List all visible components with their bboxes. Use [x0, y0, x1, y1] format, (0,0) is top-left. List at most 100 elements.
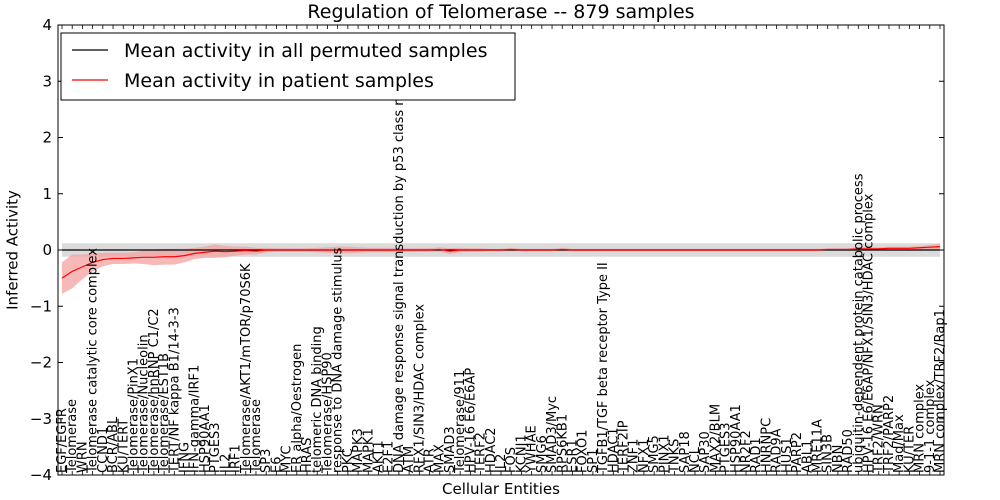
entity-label: MRE11A	[810, 419, 825, 473]
entity-label: PTGES3	[208, 422, 223, 473]
entity-label: MAX	[433, 444, 448, 473]
entity-label: NFX1	[637, 439, 652, 473]
entity-label: HRAS	[300, 438, 315, 473]
entity-label: HDAC2	[484, 427, 499, 473]
entity-label: SMG5	[647, 435, 662, 473]
y-axis-label: Inferred Activity	[3, 190, 21, 310]
entity-label: CCND1	[96, 427, 111, 473]
entity-label: RPS6KB1	[555, 414, 570, 473]
entity-label: Telomerase/PinX1	[126, 358, 141, 474]
entity-label: E6	[269, 457, 284, 474]
entity-label: HPV-16 E6/E6AP/NFX1/SIN3/HDAC complex	[862, 193, 877, 473]
entity-label: TGFB1/TGF beta receptor Type II	[596, 262, 611, 474]
entity-label: TRF2/PARP2	[882, 395, 897, 474]
entity-label: telomeric DNA binding	[310, 326, 325, 473]
y-tick-label: 4	[42, 16, 52, 34]
entity-label: HUS1	[780, 437, 795, 473]
entity-label: ATM	[402, 446, 417, 473]
entity-label: SIN3B	[821, 434, 836, 473]
entity-label: MRN complex	[913, 383, 928, 473]
entity-label: BCR/ABL	[106, 416, 121, 473]
entity-label: MAPK3	[351, 428, 366, 473]
entity-label: MAX2/BLM	[708, 404, 723, 473]
y-tick-label: 0	[42, 241, 52, 259]
entity-label: IL2	[494, 454, 509, 473]
entity-label: ESR1	[565, 439, 580, 473]
entity-label: Telomerase	[65, 399, 80, 474]
entity-label: EGF/EGFR	[55, 408, 70, 473]
entity-label: SP3	[259, 449, 274, 473]
entity-label: TERT/NF kappa B1/14-3-3	[167, 307, 182, 474]
entity-label: HDAC1	[606, 427, 621, 473]
entity-label: 9-1-1 complex	[923, 379, 938, 473]
entity-label: Telomerase/911	[453, 370, 468, 474]
plot-frame	[57, 24, 945, 476]
y-tick-label: −4	[30, 466, 52, 484]
entity-label: PINX1	[657, 434, 672, 473]
x-ticks	[61, 25, 941, 475]
entity-label: WRN	[75, 441, 90, 473]
y-tick-label: −1	[30, 297, 52, 315]
entity-label: AKT1	[371, 440, 386, 473]
entity-label: TNKS	[668, 439, 683, 474]
legend-box	[60, 32, 516, 101]
entity-label: MRN complex/TRF2/Rap1	[933, 309, 948, 473]
legend-label-patient: Mean activity in patient samples	[124, 70, 434, 92]
y-tick-label: 1	[42, 185, 52, 203]
entity-label: RAD1	[749, 437, 764, 473]
x-axis-label: Cellular Entities	[442, 480, 560, 498]
entity-label: E2F1	[382, 441, 397, 473]
entity-label: NCL	[688, 446, 703, 473]
entity-label: YWHAE	[525, 425, 540, 474]
entity-label: SP1	[586, 449, 601, 473]
entity-label: ubiquitin-dependent protein catabolic pr…	[851, 173, 866, 473]
entity-label: PARP2	[790, 432, 805, 473]
entity-label: ZNF1	[627, 439, 642, 473]
entity-label: NR2F2	[739, 430, 754, 473]
entity-label: SMAD3	[443, 426, 458, 473]
entity-label: SMAD3/Myc	[545, 396, 560, 473]
legend: Mean activity in all permuted samples Me…	[60, 32, 516, 101]
entity-label: Mad/Max	[892, 414, 907, 473]
entity-label: HNRNPC	[759, 418, 774, 473]
entity-label: Telomerase/HSP90	[320, 352, 335, 474]
entity-label: FOS	[504, 447, 519, 473]
entity-label: response to DNA damage stimulus	[331, 247, 346, 473]
entity-label: Telomerase catalytic core complex	[86, 248, 101, 474]
entity-label: FOXO1	[576, 430, 591, 473]
entity-label: IFN-gamma/IRF1	[188, 365, 203, 473]
entity-label: KCNJ1	[514, 434, 529, 473]
entity-label: Telomerase/AKT1/mTOR/p70S6K	[239, 263, 254, 474]
entity-label: Telomerase/Nucleolin	[137, 334, 152, 474]
entity-label: TRF2/WRN	[872, 404, 887, 474]
entity-label: SAP30	[698, 431, 713, 473]
entity-label: IL2	[218, 454, 233, 473]
entity-label: Telomerase/hnRNP C1/C2	[147, 308, 162, 474]
entity-label: RAD9A	[770, 428, 785, 473]
entity-label: MAPK1	[361, 428, 376, 473]
y-tick-label: 3	[42, 72, 52, 90]
entity-label: ER alpha/Oestrogen	[290, 344, 305, 473]
y-tick-label: −3	[30, 410, 52, 428]
entity-label: RFX1/SIN3/HDAC complex	[412, 304, 427, 473]
y-tick-label: 2	[42, 129, 52, 147]
entity-label: KU/TERT	[116, 419, 131, 473]
entity-label: SAP18	[678, 431, 693, 473]
legend-label-permuted: Mean activity in all permuted samples	[124, 40, 487, 62]
entity-label: KU/TER	[902, 426, 917, 473]
entity-label: PTGES3	[719, 422, 734, 473]
entity-label: SMG6	[535, 435, 550, 473]
series-bands	[62, 243, 940, 294]
series-line-1	[61, 246, 941, 279]
entity-label: HSP90AA1	[729, 404, 744, 473]
entity-label: RAD50	[841, 429, 856, 473]
entity-label: Telomerase/EST1B	[157, 353, 172, 474]
entity-label: IFNG	[178, 442, 193, 473]
y-tick-label: −2	[30, 354, 52, 372]
entity-label: TERF2	[474, 432, 489, 474]
entity-label: HPV-16 E6/E6AP	[463, 368, 478, 473]
entity-label: MYC	[280, 445, 295, 473]
